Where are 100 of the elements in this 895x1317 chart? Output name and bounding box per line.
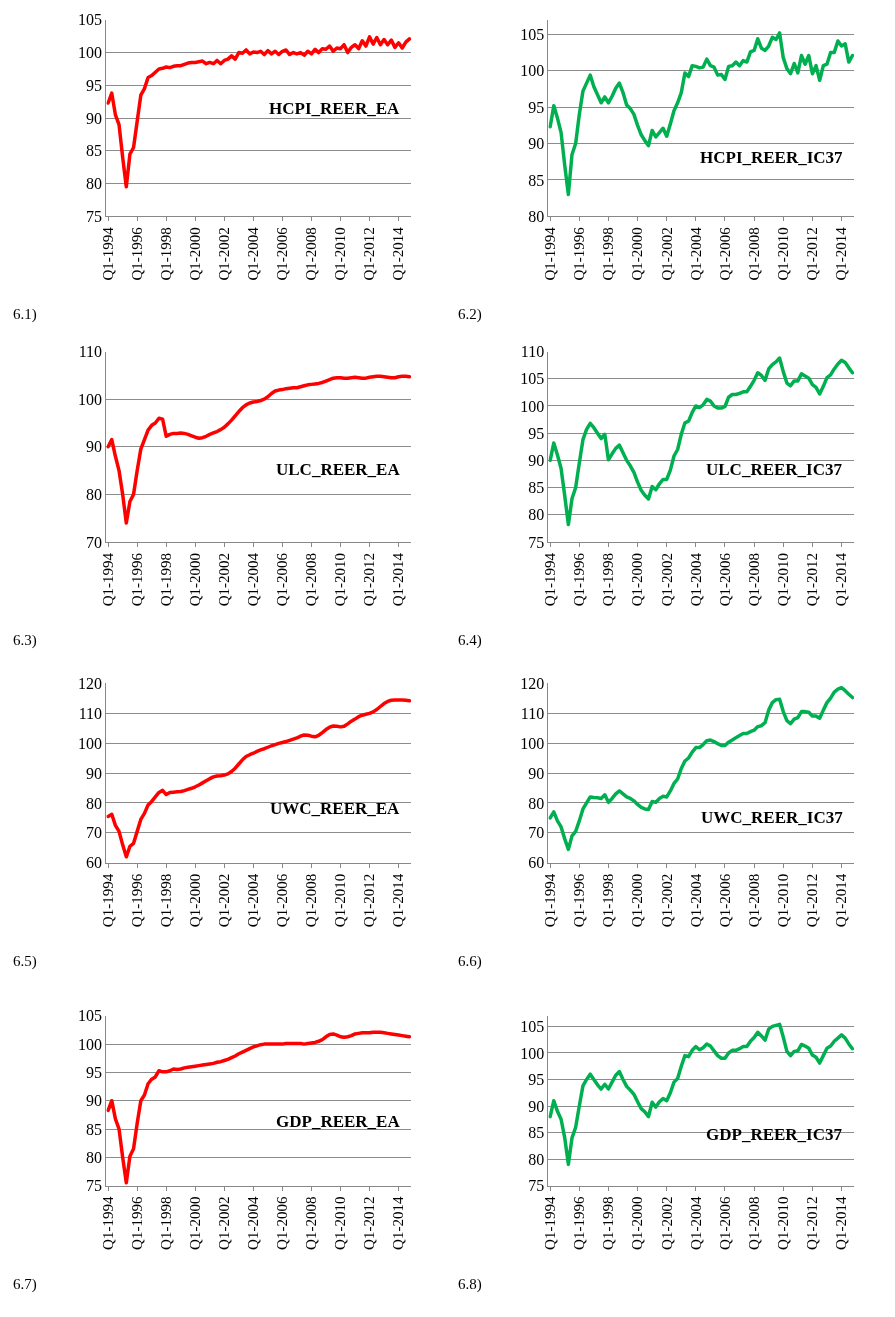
y-tick-label: 75 — [86, 1177, 103, 1195]
text: 6.1) — [13, 306, 37, 323]
y-tick-label: 95 — [86, 1064, 103, 1082]
x-tick-label: Q1-2006 — [716, 552, 733, 607]
text: HCPI_REER_IC37 — [700, 148, 844, 167]
x-tick-label: Q1-2012 — [804, 873, 821, 928]
y-tick-label: 80 — [528, 506, 545, 524]
x-tick-label: Q1-2008 — [745, 873, 762, 928]
x-tick-label: Q1-2002 — [216, 873, 233, 928]
y-tick-label: 95 — [528, 98, 545, 116]
x-tick-label: Q1-1998 — [158, 227, 175, 281]
x-tick-label: Q1-1994 — [100, 552, 117, 607]
y-tick-label: 120 — [78, 674, 103, 692]
y-tick-label: 105 — [520, 26, 545, 43]
x-tick-label: Q1-1998 — [600, 227, 617, 281]
x-tick-label: Q1-2002 — [216, 227, 233, 281]
x-tick-label: Q1-1996 — [571, 552, 588, 607]
x-tick-label: Q1-2008 — [745, 227, 762, 281]
y-tick-label: 100 — [520, 734, 545, 752]
x-tick-label: Q1-2010 — [775, 553, 792, 607]
x-tick-label: Q1-2010 — [775, 873, 792, 928]
x-tick-label: Q1-2000 — [187, 1196, 204, 1250]
y-tick-label: 60 — [86, 854, 103, 872]
x-tick-label: Q1-2010 — [332, 553, 349, 607]
text: 6.3) — [13, 632, 37, 649]
x-tick-label: Q1-2002 — [658, 1196, 675, 1250]
x-tick-label: Q1-1996 — [129, 1196, 146, 1250]
y-tick-label: 95 — [528, 424, 545, 442]
x-tick-label: Q1-2006 — [716, 873, 733, 928]
x-tick-label: Q1-1996 — [571, 1196, 588, 1250]
x-tick-label: Q1-2004 — [687, 226, 704, 281]
x-tick-label: Q1-2014 — [833, 226, 850, 281]
y-tick-label: 85 — [86, 142, 103, 160]
x-tick-label: Q1-2002 — [216, 553, 233, 607]
y-tick-label: 80 — [86, 794, 103, 812]
x-tick-label: Q1-2000 — [629, 227, 646, 281]
line-series — [548, 1022, 855, 1167]
x-tick-label: Q1-2008 — [303, 873, 320, 928]
x-tick-label: Q1-2010 — [332, 873, 349, 928]
x-tick-label: Q1-2006 — [274, 1196, 291, 1250]
x-tick-label: Q1-1998 — [600, 553, 617, 607]
text: UWC_REER_EA — [270, 799, 401, 818]
x-tick-label: Q1-2004 — [687, 552, 704, 607]
x-tick-label: Q1-2006 — [274, 226, 291, 281]
x-tick-label: Q1-2000 — [629, 873, 646, 928]
x-tick-label: Q1-2008 — [303, 1196, 320, 1250]
x-tick-label: Q1-2004 — [687, 1196, 704, 1250]
y-tick-label: 70 — [528, 824, 545, 842]
x-tick-label: Q1-2004 — [245, 873, 262, 928]
y-tick-label: 85 — [86, 1120, 103, 1138]
x-tick-label: Q1-2004 — [245, 552, 262, 607]
text: ULC_REER_EA — [276, 460, 401, 479]
y-tick-label: 75 — [528, 1177, 545, 1195]
x-tick-label: Q1-2010 — [332, 1196, 349, 1250]
y-tick-label: 90 — [86, 1092, 103, 1110]
x-tick-label: Q1-1998 — [158, 873, 175, 928]
x-tick-label: Q1-2006 — [274, 873, 291, 928]
x-tick-label: Q1-2008 — [745, 1196, 762, 1250]
y-tick-label: 90 — [86, 109, 103, 127]
x-tick-label: Q1-2004 — [245, 1196, 262, 1250]
x-tick-label: Q1-2006 — [274, 552, 291, 607]
text: GDP_REER_IC37 — [706, 1125, 843, 1144]
x-tick-label: Q1-2014 — [390, 873, 407, 928]
x-tick-label: Q1-2004 — [687, 873, 704, 928]
y-tick-label: 90 — [528, 135, 545, 153]
x-tick-label: Q1-1996 — [571, 226, 588, 281]
x-tick-label: Q1-2014 — [390, 1196, 407, 1250]
y-tick-label: 75 — [86, 207, 103, 225]
y-tick-label: 90 — [86, 438, 103, 456]
x-tick-label: Q1-2000 — [629, 1196, 646, 1250]
x-tick-label: Q1-1998 — [600, 873, 617, 928]
y-tick-label: 85 — [528, 171, 545, 189]
y-tick-label: 100 — [520, 397, 545, 415]
x-tick-label: Q1-2012 — [361, 553, 378, 607]
x-tick-label: Q1-1998 — [158, 553, 175, 607]
y-tick-label: 110 — [520, 343, 545, 361]
y-tick-label: 110 — [520, 704, 545, 722]
x-tick-label: Q1-2010 — [775, 1196, 792, 1250]
x-tick-label: Q1-2002 — [216, 1196, 233, 1250]
y-tick-label: 80 — [528, 1150, 545, 1168]
x-tick-label: Q1-2008 — [303, 227, 320, 281]
text: 6.2) — [458, 306, 482, 323]
x-tick-label: Q1-2000 — [187, 873, 204, 928]
y-tick-label: 95 — [528, 1071, 545, 1089]
y-tick-label: 100 — [520, 62, 545, 80]
y-tick-label: 120 — [520, 674, 545, 692]
y-tick-label: 85 — [528, 479, 545, 497]
x-tick-label: Q1-2004 — [245, 226, 262, 281]
y-tick-label: 90 — [528, 1097, 545, 1115]
y-tick-label: 105 — [520, 1018, 545, 1036]
x-tick-label: Q1-2012 — [361, 227, 378, 281]
y-tick-label: 80 — [86, 175, 103, 193]
y-tick-label: 100 — [78, 390, 103, 408]
x-tick-label: Q1-2010 — [775, 227, 792, 281]
line-series — [106, 374, 412, 525]
x-tick-label: Q1-1998 — [600, 1196, 617, 1250]
x-tick-label: Q1-2002 — [658, 553, 675, 607]
series-label: ULC_REER_IC37 — [706, 460, 843, 479]
x-tick-label: Q1-2006 — [716, 1196, 733, 1250]
line-series — [548, 685, 855, 852]
